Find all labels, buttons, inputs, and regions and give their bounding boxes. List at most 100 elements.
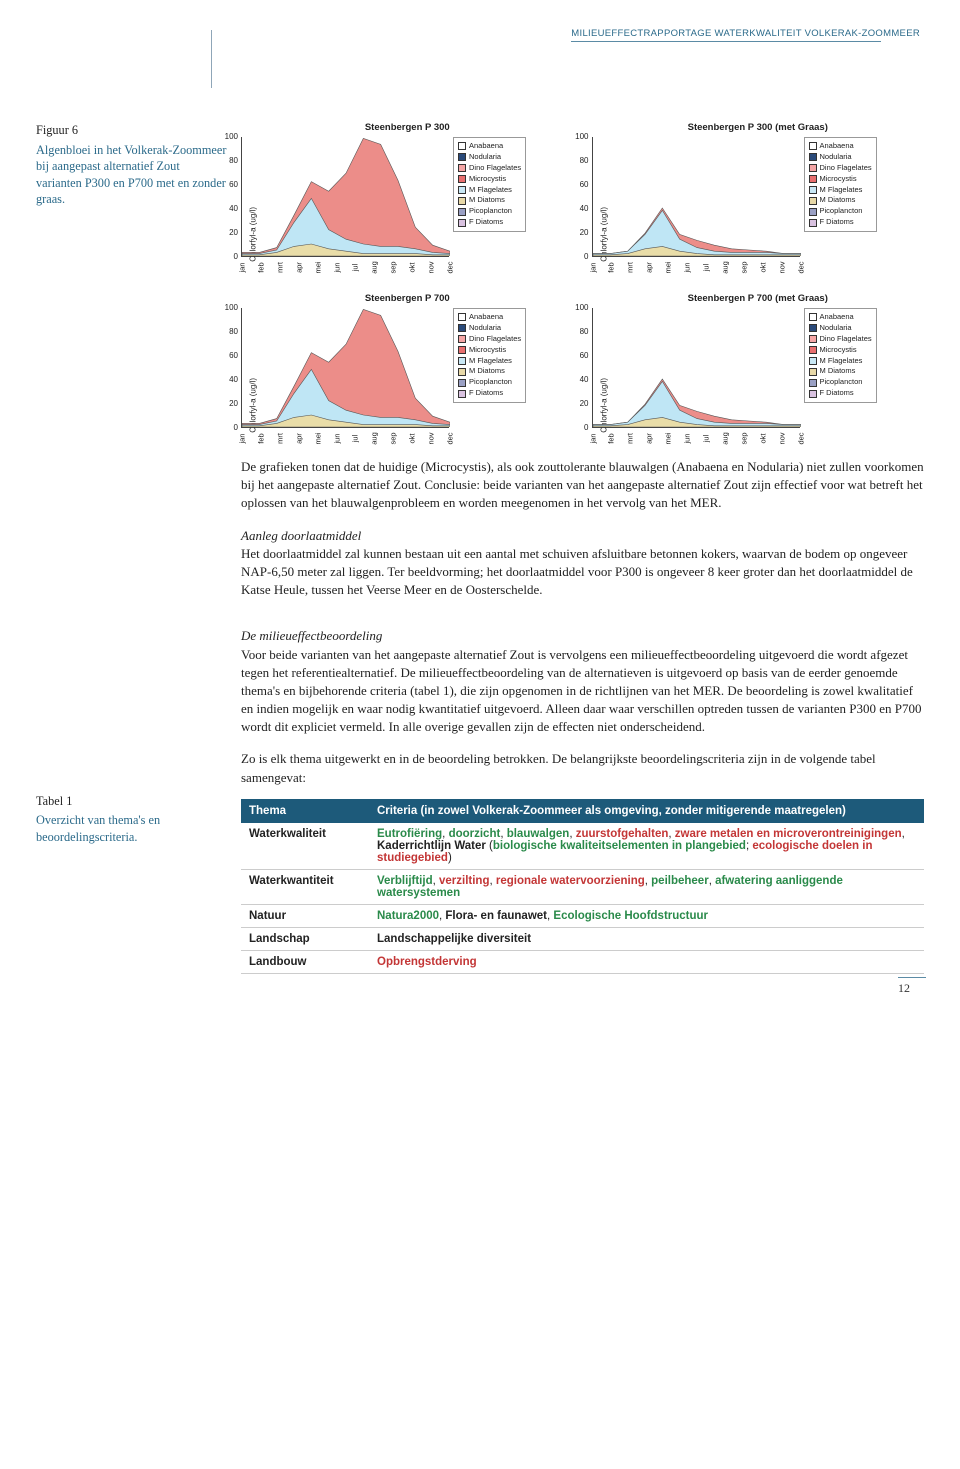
xtick: mei — [313, 430, 322, 448]
legend-swatch — [458, 164, 466, 172]
legend-label: Picoplancton — [469, 377, 512, 388]
legend-swatch — [458, 186, 466, 194]
legend-swatch — [458, 368, 466, 376]
cell-theme: Landschap — [241, 927, 369, 950]
chart-title: Steenbergen P 300 — [241, 122, 574, 133]
legend-swatch — [458, 357, 466, 365]
chart-p300: Steenbergen P 300020406080100janfebmrtap… — [241, 122, 574, 257]
chart-p700_graas: Steenbergen P 700 (met Graas)02040608010… — [592, 293, 925, 428]
ytick: 20 — [224, 399, 238, 408]
criteria-part: regionale watervoorziening — [496, 875, 645, 887]
criteria-part: doorzicht — [449, 828, 501, 840]
para-2: Het doorlaatmiddel zal kunnen bestaan ui… — [241, 545, 924, 600]
legend-swatch — [458, 175, 466, 183]
cell-theme: Waterkwantiteit — [241, 869, 369, 904]
legend-label: F Diatoms — [469, 388, 503, 399]
legend-label: Nodularia — [820, 323, 852, 334]
heading-aanleg: Aanleg doorlaatmiddel — [241, 527, 924, 545]
xtick: apr — [294, 259, 303, 277]
ytick: 0 — [575, 252, 589, 261]
legend-swatch — [458, 313, 466, 321]
xtick: jul — [351, 259, 360, 277]
legend-label: M Diatoms — [820, 195, 856, 206]
criteria-part: Verblijftijd — [377, 875, 433, 887]
th-criteria: Criteria (in zowel Volkerak-Zoommeer als… — [369, 799, 924, 823]
ytick: 60 — [575, 180, 589, 189]
criteria-part: zuurstofgehalten — [576, 828, 669, 840]
ytick: 40 — [224, 204, 238, 213]
legend-swatch — [458, 142, 466, 150]
ytick: 20 — [575, 399, 589, 408]
cell-criteria: Verblijftijd, verzilting, regionale wate… — [369, 869, 924, 904]
legend-label: Picoplancton — [469, 206, 512, 217]
xtick: jun — [683, 259, 692, 277]
legend-label: Picoplancton — [820, 206, 863, 217]
xtick: okt — [408, 259, 417, 277]
legend-swatch — [458, 219, 466, 227]
xtick: mei — [313, 259, 322, 277]
xtick: aug — [370, 259, 379, 277]
criteria-part: peilbeheer — [651, 875, 709, 887]
ytick: 100 — [224, 132, 238, 141]
cell-theme: Natuur — [241, 904, 369, 927]
legend-swatch — [458, 197, 466, 205]
ytick: 40 — [575, 375, 589, 384]
ytick: 100 — [224, 303, 238, 312]
ytick: 0 — [575, 423, 589, 432]
xtick: jun — [332, 259, 341, 277]
ytick: 60 — [224, 180, 238, 189]
xtick: mrt — [275, 259, 284, 277]
chart-row-p300: Steenbergen P 300020406080100janfebmrtap… — [241, 122, 924, 257]
ytick: 20 — [575, 228, 589, 237]
xtick: mrt — [626, 259, 635, 277]
legend-swatch — [458, 153, 466, 161]
legend: AnabaenaNodulariaDino FlagelatesMicrocys… — [804, 137, 877, 232]
xtick: mrt — [275, 430, 284, 448]
legend: AnabaenaNodulariaDino FlagelatesMicrocys… — [453, 137, 526, 232]
xtick: dec — [446, 430, 455, 448]
figure6-label: Figuur 6 — [36, 122, 227, 139]
xtick: feb — [256, 259, 265, 277]
ytick: 100 — [575, 303, 589, 312]
xtick: dec — [796, 259, 805, 277]
legend: AnabaenaNodulariaDino FlagelatesMicrocys… — [453, 308, 526, 403]
legend-label: Picoplancton — [820, 377, 863, 388]
xtick: okt — [758, 259, 767, 277]
criteria-part: biologische kwaliteitselementen in plang… — [493, 840, 746, 852]
xtick: sep — [389, 259, 398, 277]
heading-milieu: De milieueffectbeoordeling — [241, 627, 924, 645]
legend-label: Microcystis — [820, 345, 857, 356]
criteria-part: blauwalgen — [507, 828, 570, 840]
legend-swatch — [809, 379, 817, 387]
cell-criteria: Natura2000, Flora- en faunawet, Ecologis… — [369, 904, 924, 927]
legend-label: Dino Flagelates — [469, 163, 521, 174]
legend-label: Nodularia — [469, 152, 501, 163]
criteria-part: zware metalen en microverontreinigingen — [675, 828, 902, 840]
criteria-part: ( — [486, 840, 493, 852]
legend-label: Anabaena — [469, 312, 503, 323]
legend-label: M Flagelates — [469, 356, 512, 367]
ytick: 100 — [575, 132, 589, 141]
xtick: jan — [588, 259, 597, 277]
xtick: sep — [389, 430, 398, 448]
chart-row-p700: Steenbergen P 700020406080100janfebmrtap… — [241, 293, 924, 428]
xtick: dec — [796, 430, 805, 448]
chart-p700: Steenbergen P 700020406080100janfebmrtap… — [241, 293, 574, 428]
ytick: 40 — [224, 375, 238, 384]
chart-title: Steenbergen P 300 (met Graas) — [592, 122, 925, 133]
xtick: sep — [739, 430, 748, 448]
chart-title: Steenbergen P 700 — [241, 293, 574, 304]
ytick: 80 — [575, 156, 589, 165]
xtick: okt — [758, 430, 767, 448]
legend-swatch — [458, 208, 466, 216]
xtick: jan — [588, 430, 597, 448]
cell-criteria: Eutrofiëring, doorzicht, blauwalgen, zuu… — [369, 823, 924, 870]
legend-label: M Diatoms — [820, 366, 856, 377]
ytick: 0 — [224, 252, 238, 261]
legend-swatch — [809, 324, 817, 332]
ytick: 60 — [575, 351, 589, 360]
xtick: nov — [427, 259, 436, 277]
xtick: mei — [664, 430, 673, 448]
criteria-part: Eutrofiëring — [377, 828, 442, 840]
legend-label: M Flagelates — [820, 356, 863, 367]
